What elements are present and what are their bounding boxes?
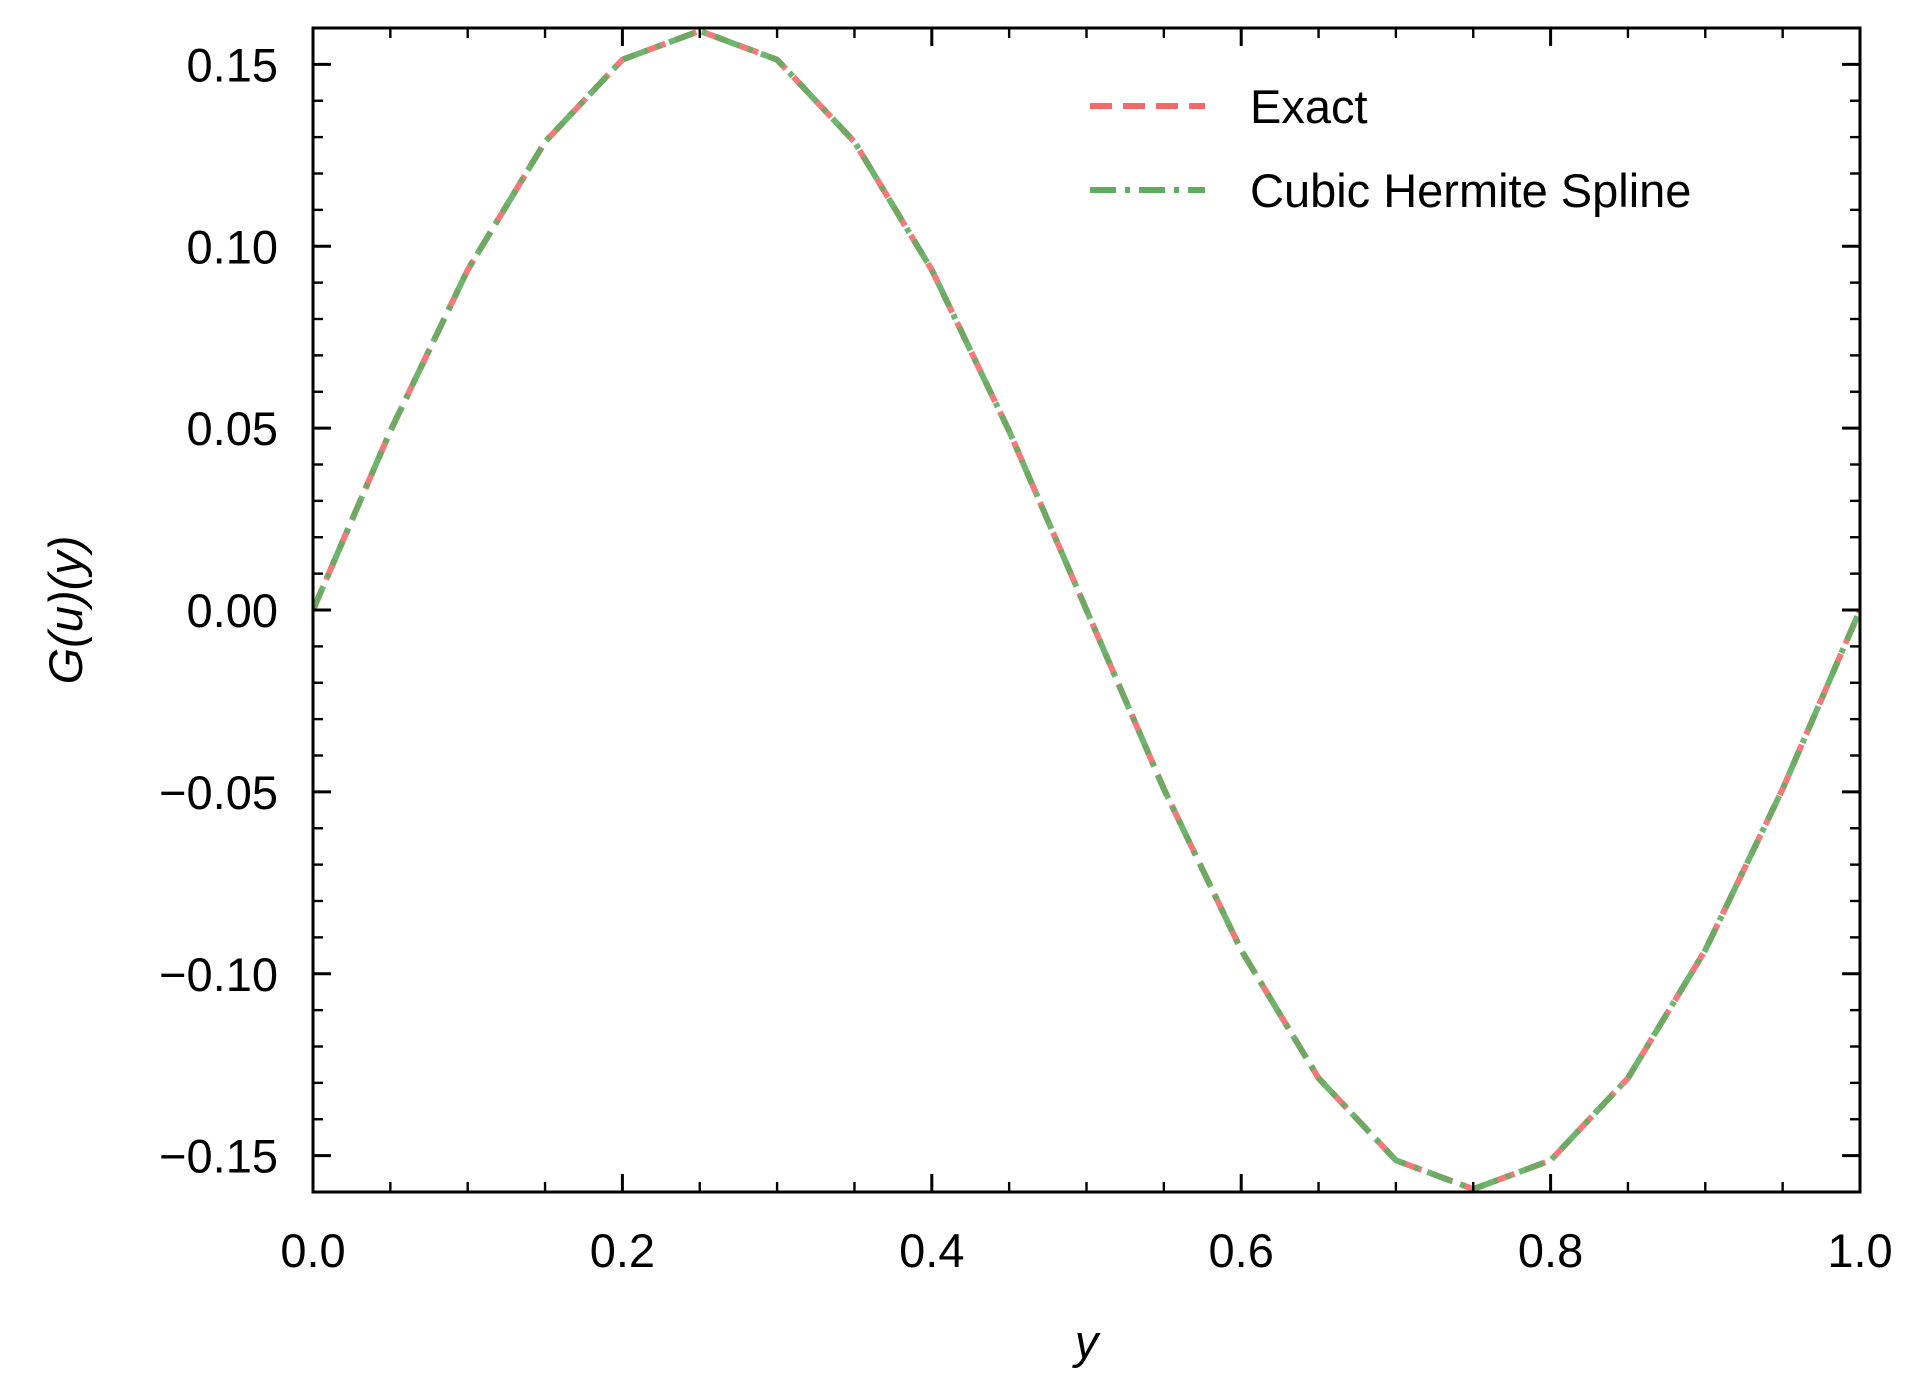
plot-frame	[311, 26, 1862, 1194]
y-axis-label: G(u)(y)	[39, 536, 92, 685]
x-tick-label: 0.0	[280, 1224, 345, 1277]
y-tick-label: 0.10	[187, 220, 278, 273]
x-axis-label: y	[1072, 1315, 1101, 1368]
y-tick-label: 0.05	[187, 402, 278, 455]
legend-label: Exact	[1250, 80, 1368, 133]
x-tick-label: 0.2	[590, 1224, 655, 1277]
legend-label: Cubic Hermite Spline	[1250, 164, 1691, 217]
x-tick-label: 0.6	[1209, 1224, 1274, 1277]
series-layer	[313, 28, 1860, 1192]
y-tick-label: 0.00	[187, 584, 278, 637]
y-tick-label: −0.10	[159, 948, 278, 1001]
y-tick-label: −0.15	[159, 1130, 278, 1183]
x-tick-label: 0.8	[1518, 1224, 1583, 1277]
y-tick-label: 0.15	[187, 38, 278, 91]
x-tick-label: 1.0	[1827, 1224, 1892, 1277]
y-tick-label: −0.05	[159, 766, 278, 819]
series-line-cubic-hermite-spline	[313, 28, 1860, 1192]
x-tick-label: 0.4	[899, 1224, 964, 1277]
legend: Exact Cubic Hermite Spline	[1090, 80, 1691, 217]
labels-layer: 0.0 0.2 0.4 0.6 0.8 1.0 −0.15 −0.10 −0.05 0.00 0.0…	[39, 38, 1893, 1368]
